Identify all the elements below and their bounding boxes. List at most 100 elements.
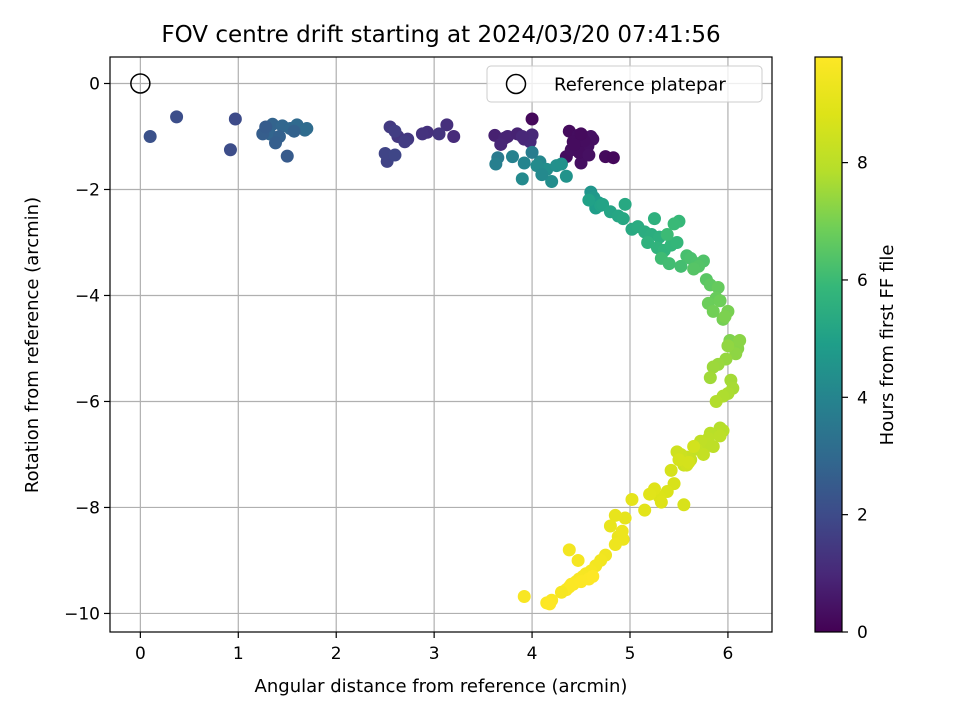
data-point: [517, 156, 531, 170]
plot-frame: [109, 56, 773, 633]
data-point: [388, 124, 402, 138]
data-point: [718, 310, 732, 324]
colorbar-ticks: 0 2 4 6 8: [842, 154, 868, 643]
x-tick-label: 0: [135, 644, 146, 664]
data-points: [143, 110, 747, 611]
data-point: [721, 339, 735, 353]
data-point: [618, 197, 632, 211]
data-point: [709, 394, 723, 408]
data-point: [259, 120, 273, 134]
data-point: [713, 429, 727, 443]
y-tick-label: −10: [64, 604, 100, 624]
colorbar-tick-label: 0: [857, 623, 868, 643]
y-tick-label: 0: [89, 74, 100, 94]
legend: Reference platepar: [486, 65, 763, 103]
data-point: [677, 498, 691, 512]
data-point: [606, 151, 620, 165]
data-point: [687, 440, 701, 454]
data-point: [703, 371, 717, 385]
y-axis-ticks: 0 −2 −4 −6 −8 −10: [64, 74, 110, 624]
x-tick-label: 6: [723, 644, 734, 664]
data-point: [713, 294, 727, 308]
data-point: [615, 524, 629, 538]
data-point: [641, 235, 655, 249]
data-point: [494, 137, 508, 151]
grid-lines: [110, 57, 772, 632]
data-point: [638, 503, 652, 517]
data-point: [559, 169, 573, 183]
data-point: [398, 135, 412, 149]
data-point: [711, 281, 725, 295]
data-point: [733, 334, 747, 348]
data-point: [378, 146, 392, 160]
data-point: [674, 259, 688, 273]
data-point: [662, 257, 676, 271]
x-tick-label: 3: [429, 644, 440, 664]
data-point: [682, 455, 696, 469]
data-point: [687, 262, 701, 276]
data-point: [647, 212, 661, 226]
data-point: [618, 511, 632, 525]
data-point: [515, 172, 529, 186]
data-point: [223, 143, 237, 157]
x-axis-label: Angular distance from reference (arcmin): [255, 676, 628, 697]
x-tick-label: 5: [625, 644, 636, 664]
colorbar-label: Hours from first FF file: [877, 245, 898, 446]
data-point: [667, 217, 681, 231]
data-point: [525, 145, 539, 159]
colorbar-tick-label: 6: [857, 271, 868, 291]
data-point: [616, 212, 630, 226]
data-point: [447, 129, 461, 143]
data-point: [660, 228, 674, 242]
data-point: [586, 569, 600, 583]
data-point: [525, 112, 539, 126]
data-point: [608, 508, 622, 522]
data-point: [554, 157, 568, 171]
data-point: [300, 122, 314, 136]
data-point: [287, 124, 301, 138]
data-point: [574, 127, 588, 141]
data-point: [543, 597, 557, 611]
data-point: [571, 553, 585, 567]
x-tick-label: 4: [527, 644, 538, 664]
data-point: [564, 577, 578, 591]
data-point: [706, 440, 720, 454]
colorbar: [814, 56, 843, 633]
x-tick-label: 2: [331, 644, 342, 664]
legend-label: Reference platepar: [554, 75, 726, 96]
data-point: [608, 538, 622, 552]
data-point: [729, 347, 743, 361]
reference-platepar-marker: [130, 73, 151, 94]
data-point: [515, 129, 529, 143]
data-point: [269, 136, 282, 150]
data-point: [574, 156, 588, 170]
data-point: [582, 148, 596, 162]
data-point: [505, 150, 519, 164]
data-point: [664, 463, 678, 477]
colorbar-tick-label: 4: [857, 388, 868, 408]
chart-title: FOV centre drift starting at 2024/03/20 …: [161, 22, 720, 48]
data-point: [696, 447, 710, 461]
y-tick-label: −6: [75, 392, 100, 412]
data-point: [440, 118, 454, 132]
data-point: [562, 543, 576, 557]
data-point: [535, 168, 549, 182]
legend-marker-open-circle: [505, 73, 527, 95]
data-point: [625, 493, 639, 507]
data-point: [706, 304, 720, 318]
data-point: [545, 175, 559, 189]
data-point: [415, 127, 429, 141]
data-point: [582, 193, 596, 207]
data-point: [654, 495, 668, 509]
data-point: [489, 157, 503, 171]
data-point: [143, 129, 157, 143]
data-point: [603, 519, 617, 533]
data-point: [228, 112, 242, 126]
data-point: [672, 453, 686, 467]
x-axis-ticks: 0 1 2 3 4 5 6: [135, 632, 733, 664]
data-point: [432, 127, 446, 141]
legend-box: [486, 65, 763, 103]
colorbar-tick-label: 2: [857, 506, 868, 526]
